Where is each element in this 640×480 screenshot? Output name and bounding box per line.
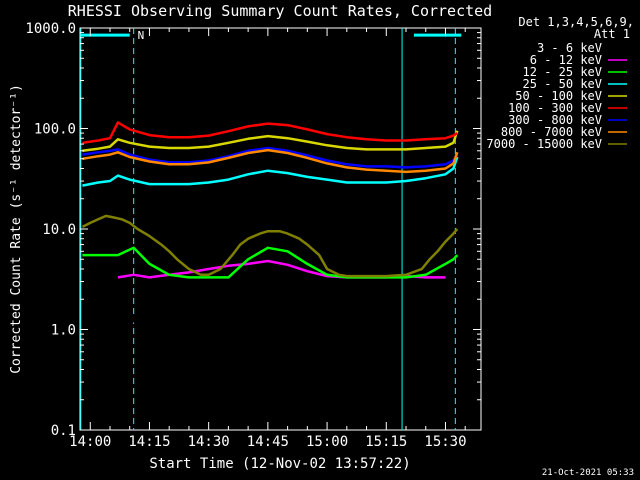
y-tick-label-4: 1000.0 <box>25 21 76 37</box>
legend-entry-label-2: 12 - 25 keV <box>523 65 602 79</box>
footer-date: 21-Oct-2021 05:33 <box>542 468 634 478</box>
y-tick-label-3: 100.0 <box>34 122 76 138</box>
x-tick-label-2: 14:30 <box>188 434 230 450</box>
x-tick-label-6: 15:30 <box>424 434 466 450</box>
series-line-8 <box>81 214 459 278</box>
series-line-7 <box>82 148 459 174</box>
attenuator-label: N <box>138 29 145 42</box>
annotation-layer: N <box>80 28 462 430</box>
legend-entry-label-8: 7000 - 15000 keV <box>486 137 602 151</box>
legend-entry-label-0: 3 - 6 keV <box>537 41 602 55</box>
series-line-3 <box>82 156 459 187</box>
x-tick-label-0: 14:00 <box>69 434 111 450</box>
series-line-6 <box>82 146 459 169</box>
x-tick-label-3: 14:45 <box>247 434 289 450</box>
legend-entry-label-1: 6 - 12 keV <box>530 53 602 67</box>
chart-title: RHESSI Observing Summary Count Rates, Co… <box>68 2 492 20</box>
series-line-5 <box>82 121 458 145</box>
x-tick-label-1: 14:15 <box>128 434 170 450</box>
y-tick-label-2: 10.0 <box>42 222 76 238</box>
legend-entry-label-5: 100 - 300 keV <box>508 101 602 115</box>
series-line-0 <box>116 297 142 331</box>
legend-header-line-1: Det 1,3,4,5,6,9, <box>518 15 634 29</box>
axis-layer: 0.1 1.0 10.0 100.0 1000.0 14:00 14:15 14:30 14:4… <box>25 21 481 450</box>
x-tick-label-4: 15:00 <box>306 434 348 450</box>
legend-header-line-2: Att 1 <box>594 27 630 41</box>
series-line-2 <box>82 246 459 279</box>
x-axis-label: Start Time (12-Nov-02 13:57:22) <box>149 456 410 472</box>
legend-entry-label-7: 800 - 7000 keV <box>501 125 602 139</box>
legend-entry-label-3: 25 - 50 keV <box>523 77 602 91</box>
legend-entry-label-4: 50 - 100 keV <box>515 89 602 103</box>
legend-entry-label-6: 300 - 800 keV <box>508 113 602 127</box>
series-line-4 <box>82 130 459 153</box>
y-axis-label: Corrected Count Rate (s⁻¹ detector⁻¹) <box>9 84 24 374</box>
y-tick-label-1: 1.0 <box>51 323 76 339</box>
series-layer <box>81 121 459 331</box>
y-tick-label-0: 0.1 <box>51 423 76 439</box>
x-tick-label-5: 15:15 <box>365 434 407 450</box>
